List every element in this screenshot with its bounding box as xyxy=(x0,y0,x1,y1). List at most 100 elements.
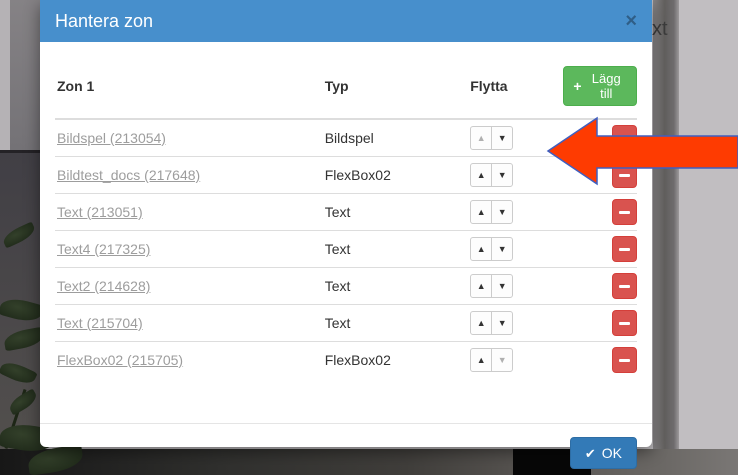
arrow-up-icon: ▲ xyxy=(476,243,486,254)
action-cell xyxy=(561,119,637,157)
action-cell xyxy=(561,193,637,231)
move-down-button[interactable]: ▼ xyxy=(491,237,514,261)
check-icon: ✔ xyxy=(584,445,596,461)
arrow-up-icon: ▲ xyxy=(476,354,486,365)
move-button-group: ▲ ▼ xyxy=(470,200,514,224)
column-header-zone: Zon 1 xyxy=(55,60,323,120)
arrow-down-icon: ▼ xyxy=(497,280,507,291)
arrow-up-icon: ▲ xyxy=(476,169,486,180)
arrow-down-icon: ▼ xyxy=(497,206,507,217)
delete-zone-button[interactable] xyxy=(612,310,637,336)
zone-link[interactable]: Text2 (214628) xyxy=(57,278,151,294)
close-icon[interactable]: × xyxy=(625,10,637,32)
zone-table: Zon 1 Typ Flytta + Lägg till Bildspel ( xyxy=(55,60,637,378)
background-doorframe-left xyxy=(10,0,40,150)
zone-type: FlexBox02 xyxy=(322,341,469,378)
arrow-down-icon: ▼ xyxy=(497,243,507,254)
add-zone-button[interactable]: + Lägg till xyxy=(563,66,637,106)
delete-zone-button[interactable] xyxy=(612,236,637,262)
table-row: Bildtest_docs (217648) FlexBox02 ▲ ▼ xyxy=(55,156,637,194)
move-down-button[interactable]: ▼ xyxy=(491,126,514,150)
move-up-button[interactable]: ▲ xyxy=(470,126,493,150)
background-wall-left xyxy=(0,0,10,152)
move-cell: ▲ ▼ xyxy=(468,304,562,342)
zone-name-cell: Bildspel (213054) xyxy=(55,119,323,157)
background-doorframe-right xyxy=(653,0,679,450)
dialog-header: Hantera zon × xyxy=(40,0,652,42)
manage-zone-dialog: Hantera zon × Zon 1 Typ Flytta + Lägg ti… xyxy=(40,0,652,469)
minus-icon xyxy=(619,247,630,251)
arrow-up-icon: ▲ xyxy=(476,317,486,328)
move-down-button[interactable]: ▼ xyxy=(491,311,514,335)
arrow-up-icon: ▲ xyxy=(476,132,486,143)
zone-name-cell: Text4 (217325) xyxy=(55,230,323,268)
arrow-up-icon: ▲ xyxy=(476,206,486,217)
move-cell: ▲ ▼ xyxy=(468,156,562,194)
move-up-button[interactable]: ▲ xyxy=(470,237,493,261)
move-down-button[interactable]: ▼ xyxy=(491,163,514,187)
zone-table-body: Bildspel (213054) Bildspel ▲ ▼ xyxy=(55,119,637,378)
zone-type: Bildspel xyxy=(324,130,374,146)
move-cell: ▲ ▼ xyxy=(468,267,562,305)
move-button-group: ▲ ▼ xyxy=(470,126,514,150)
dialog-title: Hantera zon xyxy=(55,10,154,31)
move-button-group: ▲ ▼ xyxy=(470,237,514,261)
action-cell xyxy=(561,156,637,194)
column-header-type: Typ xyxy=(322,60,469,120)
move-up-button[interactable]: ▲ xyxy=(470,200,493,224)
arrow-down-icon: ▼ xyxy=(497,354,507,365)
move-up-button[interactable]: ▲ xyxy=(470,274,493,298)
zone-link[interactable]: FlexBox02 (215705) xyxy=(57,352,184,368)
zone-link[interactable]: Text4 (217325) xyxy=(57,241,151,257)
move-button-group: ▲ ▼ xyxy=(470,348,514,372)
arrow-down-icon: ▼ xyxy=(497,132,507,143)
ok-label: OK xyxy=(601,445,622,461)
action-cell xyxy=(561,267,637,305)
zone-link[interactable]: Text (213051) xyxy=(57,204,143,220)
background-partial-text: xt xyxy=(652,18,668,40)
zone-type: Text xyxy=(322,193,469,231)
delete-zone-button[interactable] xyxy=(612,273,637,299)
table-row: FlexBox02 (215705) FlexBox02 ▲ ▼ xyxy=(55,341,637,378)
move-up-button[interactable]: ▲ xyxy=(470,311,493,335)
delete-zone-button[interactable] xyxy=(612,347,637,373)
arrow-down-icon: ▼ xyxy=(497,169,507,180)
table-row: Text (215704) Text ▲ ▼ xyxy=(55,304,637,342)
action-cell xyxy=(561,341,637,378)
delete-zone-button[interactable] xyxy=(612,162,637,188)
action-cell xyxy=(561,230,637,268)
arrow-up-icon: ▲ xyxy=(476,280,486,291)
zone-link[interactable]: Bildtest_docs (217648) xyxy=(57,167,201,183)
move-down-button[interactable]: ▼ xyxy=(491,348,514,372)
zone-type: Text xyxy=(322,230,469,268)
move-down-button[interactable]: ▼ xyxy=(491,274,514,298)
dialog-body: Zon 1 Typ Flytta + Lägg till Bildspel ( xyxy=(40,42,652,423)
body-spacer xyxy=(55,378,637,423)
move-cell: ▲ ▼ xyxy=(468,230,562,268)
column-header-move: Flytta xyxy=(468,60,562,120)
table-row: Text2 (214628) Text ▲ ▼ xyxy=(55,267,637,305)
arrow-down-icon: ▼ xyxy=(497,317,507,328)
move-cell: ▲ ▼ xyxy=(468,119,561,157)
zone-link[interactable]: Bildspel (213054) xyxy=(57,130,166,146)
zone-type: Text xyxy=(322,304,469,342)
delete-zone-button[interactable] xyxy=(612,125,637,151)
table-row: Text4 (217325) Text ▲ ▼ xyxy=(55,230,637,268)
table-row: Bildspel (213054) Bildspel ▲ ▼ xyxy=(55,119,637,157)
move-up-button[interactable]: ▲ xyxy=(470,348,493,372)
move-up-button[interactable]: ▲ xyxy=(470,163,493,187)
minus-icon xyxy=(619,173,630,177)
dialog-footer: ✔ OK xyxy=(40,423,652,475)
minus-icon xyxy=(619,210,630,214)
move-button-group: ▲ ▼ xyxy=(470,274,514,298)
delete-zone-button[interactable] xyxy=(612,199,637,225)
move-cell: ▲ ▼ xyxy=(468,193,562,231)
zone-name-cell: Text2 (214628) xyxy=(55,267,323,305)
move-down-button[interactable]: ▼ xyxy=(491,200,514,224)
zone-link[interactable]: Text (215704) xyxy=(57,315,143,331)
ok-button[interactable]: ✔ OK xyxy=(569,437,637,469)
table-row: Text (213051) Text ▲ ▼ xyxy=(55,193,637,231)
zone-type: Text xyxy=(322,267,469,305)
action-cell xyxy=(561,304,637,342)
column-header-actions: + Lägg till xyxy=(561,60,637,120)
